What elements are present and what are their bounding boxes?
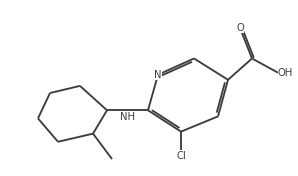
Text: NH: NH xyxy=(120,112,135,122)
Text: Cl: Cl xyxy=(176,151,186,161)
Text: OH: OH xyxy=(278,68,293,78)
Text: N: N xyxy=(154,70,162,80)
Text: O: O xyxy=(236,23,244,33)
